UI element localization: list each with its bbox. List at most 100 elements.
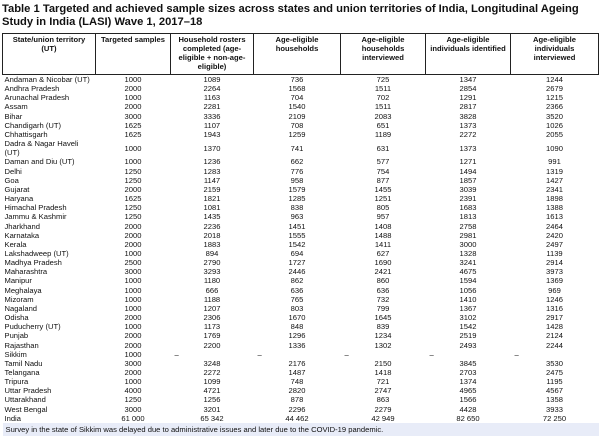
cell-households: 2820 — [288, 386, 306, 396]
cell-individuals-interviewed: 1358 — [546, 395, 563, 405]
cell-rosters: 1283 — [203, 166, 221, 176]
table-row: Andhra Pradesh 2000 2264 1568 1511 2854 2679 — [3, 84, 599, 93]
cell-individuals-identified: 1347 — [459, 75, 477, 84]
table-row: Lakshadweep (UT) 1000 894 694 627 1328 1139 — [3, 249, 599, 258]
cell-individuals-identified: 4965 — [459, 386, 477, 396]
table-row: Jharkhand 2000 2236 1451 1408 2758 2464 — [3, 222, 599, 231]
cell-individuals-interviewed: 1195 — [546, 377, 563, 387]
cell-individuals-interviewed: 1026 — [546, 120, 563, 130]
cell-targeted: 1000 — [124, 248, 142, 258]
cell-state: Dadra & Nagar Haveli (UT) — [4, 139, 79, 158]
cell-rosters: 2790 — [203, 258, 221, 268]
cell-rosters: 1236 — [203, 157, 221, 167]
cell-state: Chandigarh (UT) — [4, 120, 62, 130]
cell-households: 708 — [290, 120, 304, 130]
cell-state: Uttar Pradesh — [4, 386, 52, 396]
cell-households: – — [257, 349, 262, 359]
cell-households: 1451 — [288, 221, 306, 231]
cell-individuals-identified: 2854 — [459, 84, 477, 94]
cell-rosters: 4721 — [203, 386, 221, 396]
cell-households-interviewed: 957 — [376, 212, 390, 222]
cell-individuals-identified: 2519 — [459, 331, 477, 341]
cell-individuals-interviewed: 2341 — [546, 184, 563, 194]
cell-households-interviewed: 702 — [376, 93, 390, 103]
cell-households-interviewed: 1455 — [374, 184, 392, 194]
cell-individuals-identified: 1594 — [459, 276, 477, 286]
cell-individuals-interviewed: 1316 — [546, 303, 563, 313]
cell-individuals-interviewed: 1139 — [546, 248, 563, 258]
cell-individuals-interviewed: 2420 — [546, 230, 563, 240]
cell-households-interviewed: 1302 — [374, 340, 392, 350]
cell-households-interviewed: 1234 — [374, 331, 392, 341]
cell-households-interviewed: 577 — [376, 157, 390, 167]
cell-households: 1487 — [288, 368, 306, 377]
cell-individuals-identified: 1271 — [459, 157, 477, 167]
cell-individuals-identified: 2272 — [459, 129, 477, 139]
cell-targeted: 2000 — [124, 313, 142, 323]
cell-targeted: 1625 — [124, 120, 142, 130]
cell-targeted: 1625 — [124, 194, 142, 204]
cell-targeted: 1000 — [124, 276, 142, 286]
cell-individuals-identified: 3102 — [459, 313, 477, 323]
cell-households-interviewed: 651 — [376, 120, 390, 130]
cell-households-interviewed: 1690 — [374, 258, 392, 268]
cell-individuals-interviewed: 1369 — [546, 276, 563, 286]
cell-households-interviewed: 863 — [376, 395, 390, 405]
cell-targeted: 4000 — [124, 386, 142, 396]
cell-individuals-identified: 1683 — [459, 203, 477, 213]
cell-rosters: 1883 — [203, 239, 221, 249]
table-row: Daman and Diu (UT) 1000 1236 662 577 1271 991 — [3, 157, 599, 166]
cell-targeted: 1250 — [124, 212, 142, 222]
cell-targeted: 2000 — [124, 368, 142, 377]
cell-targeted: 3000 — [124, 404, 142, 414]
cell-households: 1259 — [288, 129, 306, 139]
cell-households-interviewed: 1511 — [374, 102, 392, 112]
cell-individuals-interviewed: 72 250 — [542, 413, 567, 423]
cell-state: Tripura — [4, 377, 29, 387]
cell-rosters: 2159 — [203, 184, 221, 194]
cell-individuals-identified: 1542 — [459, 322, 477, 332]
cell-rosters: 2018 — [203, 230, 221, 240]
cell-households: 2176 — [288, 358, 306, 368]
cell-targeted: 1000 — [124, 303, 142, 313]
cell-state: Odisha — [4, 313, 29, 323]
cell-targeted: 2000 — [124, 221, 142, 231]
cell-individuals-interviewed: 991 — [548, 157, 561, 167]
cell-state: Tamil Nadu — [4, 358, 43, 368]
cell-individuals-identified: 2758 — [459, 221, 477, 231]
cell-individuals-identified: – — [429, 349, 434, 359]
col-header-individuals-identified: Age-eligible individuals identified — [425, 33, 511, 75]
cell-rosters: 2306 — [203, 313, 221, 323]
cell-individuals-identified: 1373 — [459, 120, 477, 130]
cell-state: Assam — [4, 102, 28, 112]
cell-individuals-identified: 2817 — [459, 102, 477, 112]
cell-individuals-interviewed: 2464 — [546, 221, 563, 231]
table-row: Jammu & Kashmir 1250 1435 963 957 1813 1613 — [3, 212, 599, 221]
cell-households-interviewed: 2279 — [374, 404, 392, 414]
table-row: Sikkim 1000 – – – – – — [3, 350, 599, 359]
cell-households-interviewed: 860 — [376, 276, 390, 286]
cell-state: Puducherry (UT) — [4, 322, 61, 332]
cell-individuals-identified: 1494 — [459, 166, 477, 176]
col-header-targeted: Targeted samples — [95, 33, 171, 75]
cell-individuals-identified: 2981 — [459, 230, 477, 240]
cell-targeted: 1000 — [124, 143, 142, 153]
cell-households-interviewed: 839 — [376, 322, 390, 332]
cell-rosters: 3248 — [203, 358, 221, 368]
cell-households: 963 — [290, 212, 304, 222]
cell-rosters: 1180 — [203, 276, 221, 286]
cell-individuals-identified: 4675 — [459, 267, 477, 277]
cell-households: 862 — [290, 276, 304, 286]
cell-individuals-identified: 1056 — [459, 285, 477, 295]
cell-rosters: 1188 — [203, 294, 221, 304]
cell-state: India — [4, 413, 21, 423]
table-row: Chhattisgarh 1625 1943 1259 1189 2272 2055 — [3, 130, 599, 139]
cell-individuals-identified: 82 650 — [456, 413, 480, 423]
table-row: Telangana 2000 2272 1487 1418 2703 2475 — [3, 368, 599, 377]
table-row: Andaman & Nicobar (UT) 1000 1089 736 725 1347… — [3, 75, 599, 85]
cell-targeted: 2500 — [124, 258, 142, 268]
cell-rosters: 1163 — [203, 93, 221, 103]
table-row: Dadra & Nagar Haveli (UT) 1000 1370 741 631 1… — [3, 139, 599, 157]
cell-individuals-interviewed: 1090 — [546, 143, 563, 153]
cell-individuals-interviewed: 2475 — [546, 368, 563, 377]
